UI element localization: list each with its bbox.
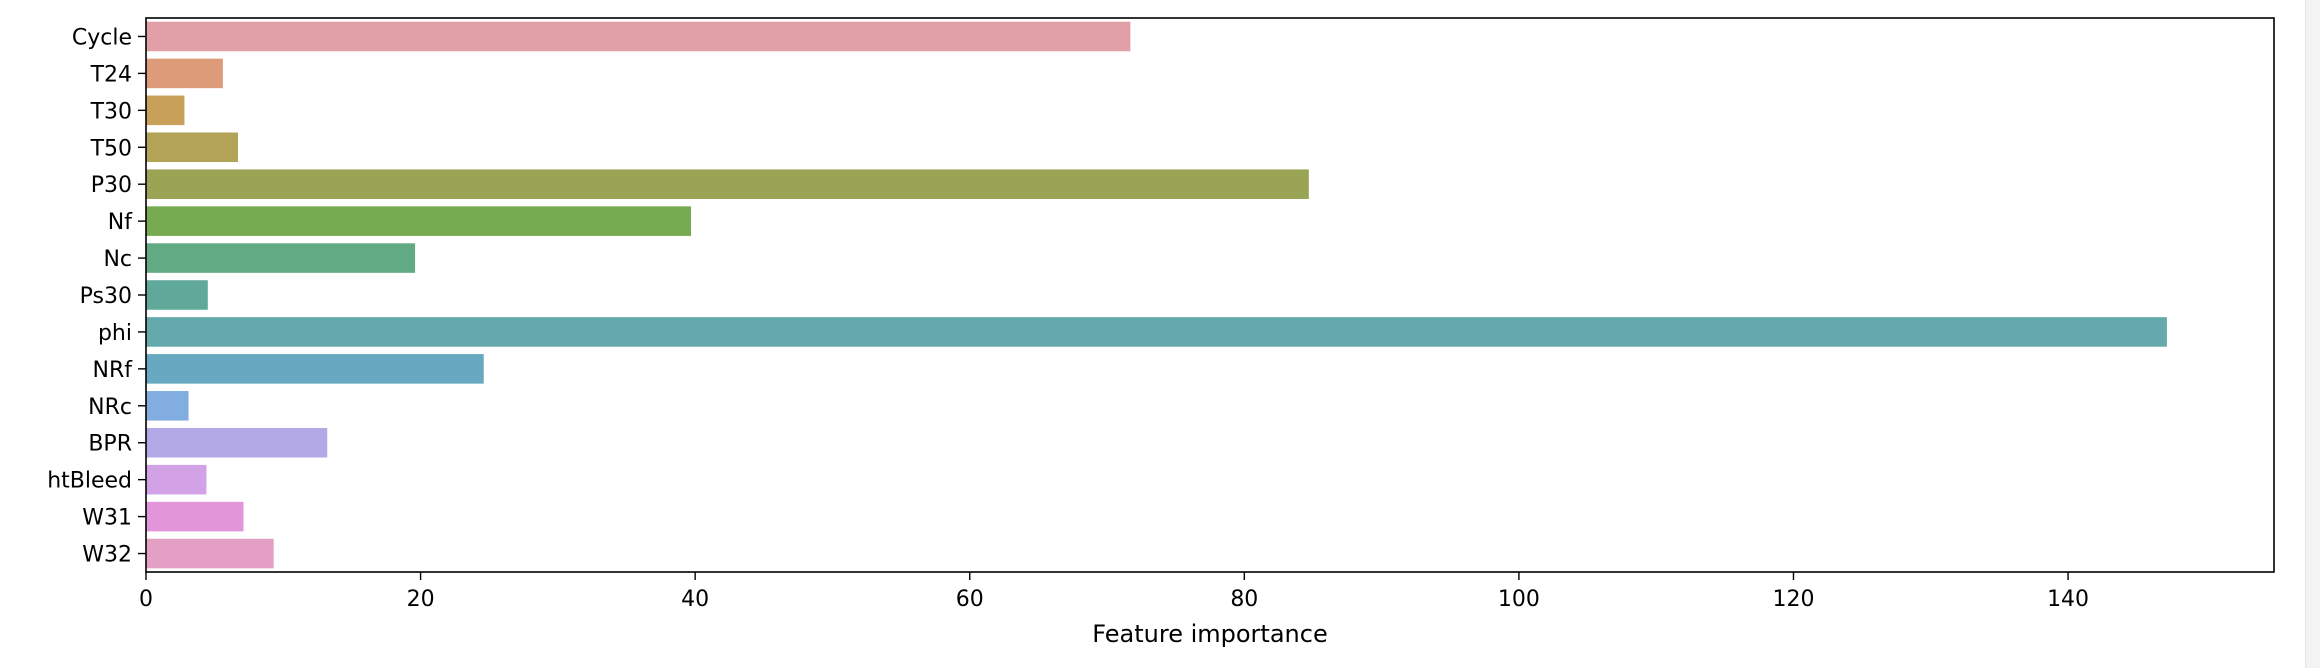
- y-tick-label-nf: Nf: [108, 210, 133, 235]
- y-tick-label-nrc: NRc: [88, 395, 132, 420]
- y-tick-label-bpr: BPR: [88, 432, 132, 457]
- y-tick-label-t24: T24: [90, 62, 132, 87]
- bar-bpr: [146, 427, 328, 458]
- x-tick-label-100: 100: [1498, 587, 1540, 612]
- x-axis-label: Feature importance: [1092, 620, 1327, 648]
- bar-htbleed: [146, 464, 207, 495]
- x-tick-label-0: 0: [139, 587, 153, 612]
- x-tick-label-60: 60: [956, 587, 984, 612]
- bar-nc: [146, 243, 416, 273]
- bar-cycle: [146, 21, 1131, 52]
- x-tick-label-20: 20: [407, 587, 435, 612]
- x-tick-label-80: 80: [1230, 587, 1258, 612]
- y-tick-label-t30: T30: [90, 99, 132, 124]
- bar-w32: [146, 538, 274, 569]
- y-tick-label-t50: T50: [90, 136, 132, 161]
- y-tick-label-nrf: NRf: [93, 358, 134, 383]
- y-tick-label-nc: Nc: [103, 247, 132, 272]
- y-tick-label-w31: W31: [82, 506, 132, 531]
- bar-phi: [146, 317, 2167, 347]
- bar-t24: [146, 58, 223, 89]
- bar-t50: [146, 132, 238, 163]
- bars-group: [146, 21, 2167, 569]
- x-tick-label-140: 140: [2047, 587, 2089, 612]
- x-tick-label-40: 40: [681, 587, 709, 612]
- y-tick-label-htbleed: htBleed: [47, 469, 132, 494]
- y-tick-labels: Cycle T24 T30 T50 P30 Nf Nc Ps30 phi NRf NRc BPR htB…: [47, 25, 146, 568]
- bar-nf: [146, 206, 692, 236]
- bar-t30: [146, 95, 185, 126]
- bar-ps30: [146, 280, 208, 310]
- y-tick-label-w32: W32: [82, 543, 132, 568]
- y-tick-label-p30: P30: [91, 173, 132, 198]
- bar-nrc: [146, 391, 189, 421]
- bar-p30: [146, 169, 1309, 199]
- bar-nrf: [146, 354, 484, 384]
- y-tick-label-phi: phi: [98, 321, 132, 346]
- plot-frame: [145, 17, 2275, 573]
- x-tick-label-120: 120: [1772, 587, 1814, 612]
- x-ticks: 0 20 40 60 80 100 120 140: [139, 572, 2089, 612]
- vertical-scrollbar[interactable]: [2305, 0, 2320, 668]
- y-tick-label-ps30: Ps30: [80, 284, 132, 309]
- y-tick-label-cycle: Cycle: [72, 25, 132, 50]
- bar-w31: [146, 501, 244, 532]
